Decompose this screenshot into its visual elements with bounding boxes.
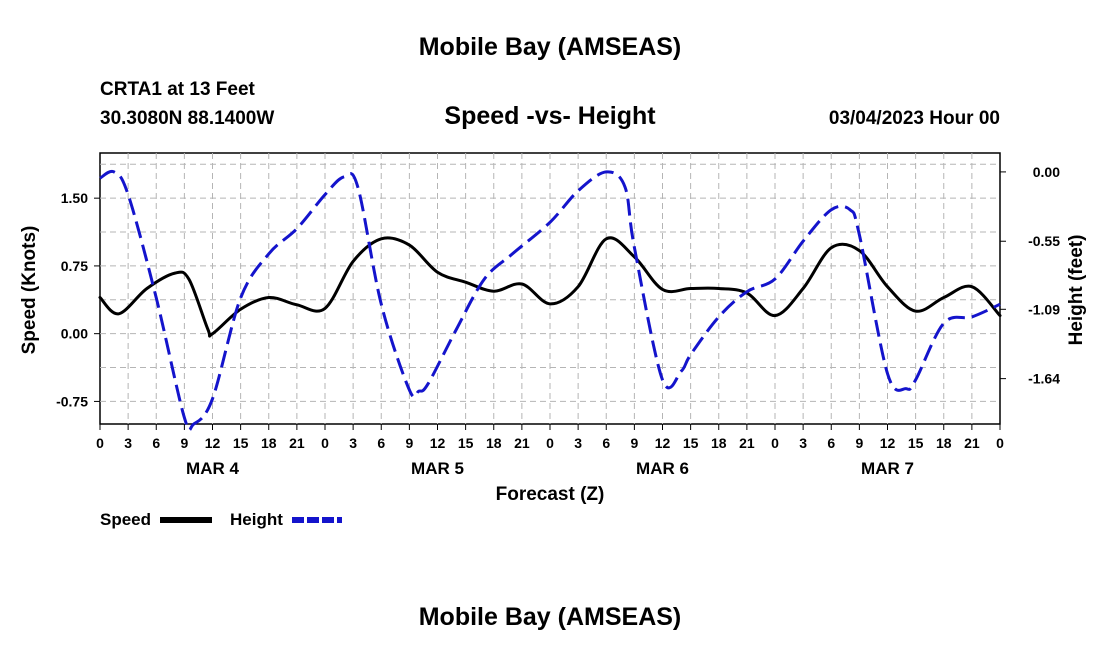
day-label: MAR 5 bbox=[411, 459, 464, 478]
x-tick-label: 15 bbox=[908, 435, 924, 451]
x-tick-label: 3 bbox=[124, 435, 132, 451]
x-tick-label: 18 bbox=[261, 435, 277, 451]
x-tick-label: 0 bbox=[996, 435, 1004, 451]
station-label: CRTA1 at 13 Feet bbox=[100, 79, 256, 100]
y-left-tick-label: -0.75 bbox=[56, 393, 88, 409]
x-tick-label: 18 bbox=[711, 435, 727, 451]
x-tick-label: 0 bbox=[771, 435, 779, 451]
x-tick-label: 3 bbox=[349, 435, 357, 451]
x-tick-label: 15 bbox=[458, 435, 474, 451]
legend-height-label: Height bbox=[230, 510, 283, 529]
x-tick-label: 0 bbox=[96, 435, 104, 451]
timestamp-label: 03/04/2023 Hour 00 bbox=[829, 108, 1000, 129]
series-line-speed bbox=[98, 236, 1002, 338]
x-tick-label: 21 bbox=[739, 435, 755, 451]
x-tick-label: 12 bbox=[880, 435, 896, 451]
x-tick-label: 15 bbox=[683, 435, 699, 451]
location-label: 30.3080N 88.1400W bbox=[100, 108, 274, 129]
x-tick-label: 9 bbox=[855, 435, 863, 451]
x-tick-label: 6 bbox=[827, 435, 835, 451]
page-title-bottom: Mobile Bay (AMSEAS) bbox=[419, 603, 682, 631]
y-left-tick-label: 0.75 bbox=[61, 258, 88, 274]
grid-lines bbox=[100, 153, 1000, 424]
y-left-tick-label: 1.50 bbox=[61, 190, 88, 206]
x-tick-label: 12 bbox=[205, 435, 221, 451]
page-title-top: Mobile Bay (AMSEAS) bbox=[419, 33, 682, 61]
x-tick-label: 21 bbox=[514, 435, 530, 451]
x-tick-label: 9 bbox=[630, 435, 638, 451]
x-axis-title: Forecast (Z) bbox=[496, 484, 605, 505]
x-tick-label: 9 bbox=[180, 435, 188, 451]
day-label: MAR 6 bbox=[636, 459, 689, 478]
y-axis-right-title: Height (feet) bbox=[1066, 235, 1087, 346]
y-right-tick-label: -0.55 bbox=[1028, 233, 1060, 249]
x-tick-label: 6 bbox=[377, 435, 385, 451]
x-tick-label: 9 bbox=[405, 435, 413, 451]
x-tick-label: 0 bbox=[321, 435, 329, 451]
x-tick-label: 3 bbox=[799, 435, 807, 451]
x-tick-label: 12 bbox=[430, 435, 446, 451]
series-lines bbox=[98, 169, 1002, 432]
x-tick-label: 21 bbox=[289, 435, 305, 451]
y-right-tick-label: -1.64 bbox=[1028, 371, 1060, 387]
x-tick-label: 15 bbox=[233, 435, 249, 451]
chart-title: Speed -vs- Height bbox=[444, 102, 656, 130]
y-axis-left-title: Speed (Knots) bbox=[19, 226, 40, 355]
axes: 0 3 6 9 12 15 18 21 0 3 6 9 12 15 18 21 0 3 6 9 12 15 18 21 0 3 6 9… bbox=[56, 164, 1060, 478]
series-line-height bbox=[99, 169, 1001, 432]
x-tick-label: 3 bbox=[574, 435, 582, 451]
legend-speed-label: Speed bbox=[100, 510, 151, 529]
x-tick-label: 0 bbox=[546, 435, 554, 451]
x-tick-label: 12 bbox=[655, 435, 671, 451]
y-left-tick-label: 0.00 bbox=[61, 326, 88, 342]
y-right-tick-label: 0.00 bbox=[1033, 164, 1060, 180]
legend: Speed Height bbox=[100, 510, 342, 529]
day-label: MAR 4 bbox=[186, 459, 239, 478]
x-tick-label: 21 bbox=[964, 435, 980, 451]
x-tick-label: 18 bbox=[936, 435, 952, 451]
y-right-tick-label: -1.09 bbox=[1028, 301, 1060, 317]
x-tick-label: 18 bbox=[486, 435, 502, 451]
day-label: MAR 7 bbox=[861, 459, 914, 478]
x-tick-label: 6 bbox=[602, 435, 610, 451]
x-tick-label: 6 bbox=[152, 435, 160, 451]
